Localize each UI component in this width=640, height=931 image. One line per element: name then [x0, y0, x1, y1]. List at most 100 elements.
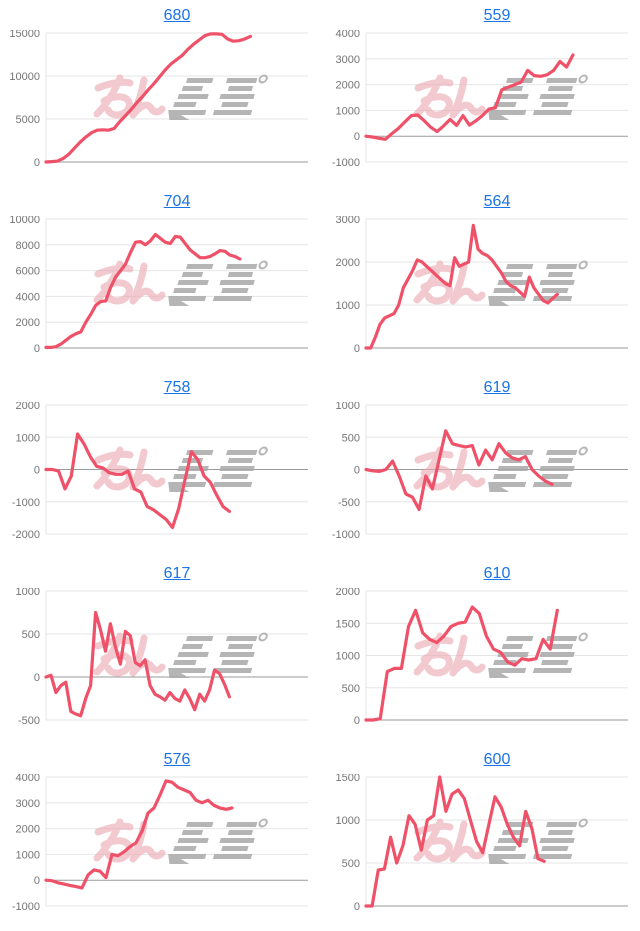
chart-title-row: 564	[320, 186, 628, 216]
y-tick-label: 0	[34, 465, 40, 477]
y-tick-label: 2000	[16, 824, 40, 836]
y-tick-label: 5000	[16, 114, 40, 126]
watermark-minrepo-logo	[413, 74, 588, 120]
y-tick-label: 3000	[336, 216, 360, 226]
y-tick-label: 0	[354, 715, 360, 727]
chart-title-row: 758	[0, 372, 308, 402]
y-tick-label: 2000	[16, 402, 40, 412]
chart-cell-600: 600 0 500 1000 1500	[320, 744, 640, 930]
watermark-minrepo-logo	[413, 260, 588, 306]
line-chart: -1000 -500 0 500 1000	[332, 402, 628, 541]
watermark-minrepo-logo	[93, 260, 268, 306]
y-tick-label: 8000	[16, 240, 40, 252]
chart-title-row: 600	[320, 744, 628, 774]
line-chart: 0 2000 4000 6000 8000 10000	[9, 216, 308, 355]
chart-title-link[interactable]: 564	[483, 193, 511, 210]
series-line	[44, 232, 242, 349]
line-chart: 0 5000 10000 15000	[9, 30, 308, 169]
y-tick-label: 1000	[16, 849, 40, 861]
series-line	[44, 610, 231, 718]
line-chart: 0 500 1000 1500	[336, 774, 628, 913]
chart-title-link[interactable]: 610	[483, 565, 511, 582]
y-tick-label: 6000	[16, 266, 40, 278]
y-tick-label: -1000	[12, 901, 40, 913]
chart-title-link[interactable]: 704	[163, 193, 191, 210]
chart-cell-704: 704 0 2000 4000 6000 8000 10000	[0, 186, 320, 372]
chart-title-row: 619	[320, 372, 628, 402]
watermark-minrepo-logo	[93, 74, 268, 120]
series-line	[44, 32, 252, 164]
watermark-minrepo-logo	[413, 818, 588, 864]
y-tick-label: -1000	[332, 529, 360, 541]
y-tick-label: 0	[354, 901, 360, 913]
y-tick-label: -1000	[332, 157, 360, 169]
chart-title-link[interactable]: 619	[483, 379, 511, 396]
y-tick-label: 0	[34, 343, 40, 355]
y-tick-label: 0	[34, 157, 40, 169]
line-chart: -1000 0 1000 2000 3000 4000	[332, 30, 628, 169]
y-tick-label: 4000	[16, 291, 40, 303]
y-tick-label: 1000	[336, 105, 360, 117]
chart-cell-559: 559 -1000 0 1000 2000 3000 4000	[320, 0, 640, 186]
y-tick-label: 0	[354, 343, 360, 355]
series-line	[364, 223, 559, 350]
y-tick-label: 4000	[16, 774, 40, 784]
line-chart: -500 0 500 1000	[16, 588, 308, 727]
y-tick-label: 2000	[336, 257, 360, 269]
chart-title-link[interactable]: 576	[163, 751, 191, 768]
y-tick-label: 2000	[16, 317, 40, 329]
line-chart: 0 1000 2000 3000	[336, 216, 628, 355]
chart-cell-610: 610 0 500 1000 1500 2000	[320, 558, 640, 744]
y-tick-label: 500	[22, 629, 40, 641]
line-chart: -2000 -1000 0 1000 2000	[12, 402, 308, 541]
series-line	[364, 429, 554, 512]
y-tick-label: 0	[34, 875, 40, 887]
chart-title-row: 704	[0, 186, 308, 216]
y-tick-label: 0	[354, 131, 360, 143]
chart-title-link[interactable]: 559	[483, 7, 511, 24]
y-tick-label: 1000	[16, 432, 40, 444]
y-tick-label: 0	[354, 465, 360, 477]
y-tick-label: 500	[342, 858, 360, 870]
chart-cell-619: 619 -1000 -500 0 500 1000	[320, 372, 640, 558]
y-tick-label: 2000	[336, 80, 360, 92]
series-line	[44, 432, 231, 530]
y-tick-label: 1000	[336, 815, 360, 827]
series-line	[364, 775, 546, 908]
chart-title-row: 610	[320, 558, 628, 588]
y-tick-label: 1000	[16, 588, 40, 598]
watermark-minrepo-logo	[93, 818, 268, 864]
y-tick-label: 2000	[336, 588, 360, 598]
y-tick-label: 10000	[9, 71, 40, 83]
y-tick-label: 1500	[336, 618, 360, 630]
chart-title-link[interactable]: 600	[483, 751, 511, 768]
chart-title-link[interactable]: 617	[163, 565, 191, 582]
chart-cell-617: 617 -500 0 500 1000	[0, 558, 320, 744]
chart-title-link[interactable]: 758	[163, 379, 191, 396]
chart-title-link[interactable]: 680	[163, 7, 191, 24]
watermark-minrepo-logo	[93, 632, 268, 678]
series-line	[44, 779, 234, 890]
y-tick-label: 4000	[336, 30, 360, 40]
watermark-minrepo-logo	[93, 446, 268, 492]
chart-cell-680: 680 0 5000 10000 15000	[0, 0, 320, 186]
y-tick-label: 15000	[9, 30, 40, 40]
y-tick-label: -500	[338, 497, 360, 509]
y-tick-label: 0	[34, 672, 40, 684]
line-chart: -1000 0 1000 2000 3000 4000	[12, 774, 308, 913]
watermark-minrepo-logo	[413, 446, 588, 492]
chart-title-row: 680	[0, 0, 308, 30]
y-tick-label: 3000	[336, 54, 360, 66]
y-tick-label: -500	[18, 715, 40, 727]
y-tick-label: -1000	[12, 497, 40, 509]
y-tick-label: 1500	[336, 774, 360, 784]
y-tick-label: 500	[342, 432, 360, 444]
y-tick-label: 3000	[16, 798, 40, 810]
chart-title-row: 617	[0, 558, 308, 588]
y-tick-label: 1000	[336, 402, 360, 412]
line-chart: 0 500 1000 1500 2000	[336, 588, 628, 727]
chart-title-row: 559	[320, 0, 628, 30]
series-line	[364, 605, 559, 722]
y-tick-label: 1000	[336, 300, 360, 312]
